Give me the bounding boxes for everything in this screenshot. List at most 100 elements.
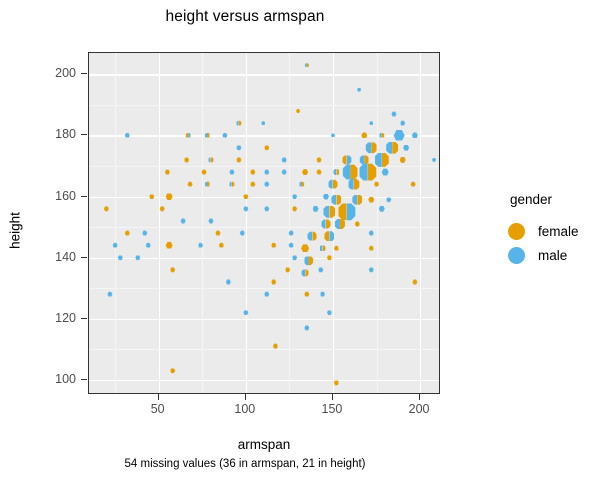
data-point	[386, 197, 392, 203]
data-point-female	[271, 279, 277, 285]
data-point	[312, 205, 319, 212]
data-point	[432, 157, 437, 162]
y-axis-tick-label: 200	[55, 66, 76, 81]
data-point	[222, 132, 228, 138]
data-point-segment	[367, 163, 377, 181]
data-point	[342, 164, 358, 180]
data-point-female	[271, 242, 277, 248]
data-point-female	[412, 279, 418, 285]
data-point-female	[285, 267, 291, 273]
data-point-male	[330, 133, 335, 138]
data-point-segment	[379, 132, 382, 138]
data-point	[112, 242, 118, 248]
data-point-male	[400, 120, 406, 126]
data-point	[124, 132, 130, 138]
data-point	[331, 194, 342, 205]
data-point	[304, 256, 314, 266]
data-point-male	[236, 145, 242, 151]
data-point	[149, 194, 155, 200]
data-point	[299, 181, 305, 187]
data-point	[264, 145, 270, 151]
data-point-male	[320, 291, 325, 297]
gridline-minor-vertical	[289, 53, 291, 393]
data-point-male	[229, 169, 235, 175]
data-point-female	[316, 157, 322, 163]
data-point-female	[399, 156, 406, 163]
data-point-male	[288, 230, 294, 236]
data-point-segment	[304, 256, 309, 266]
y-axis-tick-label: 180	[55, 127, 76, 142]
data-point-female	[236, 157, 242, 163]
data-point-female	[410, 181, 416, 187]
data-point-female	[272, 343, 278, 349]
x-axis-tick	[244, 394, 246, 400]
data-point	[204, 132, 210, 138]
data-point-segment	[359, 163, 368, 181]
data-point-male	[326, 310, 332, 316]
data-point-female	[333, 245, 339, 251]
data-point-segment	[350, 164, 358, 180]
data-point	[272, 343, 278, 349]
data-point-segment	[210, 157, 214, 163]
legend-item[interactable]: female	[508, 219, 579, 243]
data-point	[318, 267, 324, 273]
data-point	[302, 169, 309, 176]
data-point-male	[378, 205, 385, 212]
data-point	[271, 242, 277, 248]
data-point	[215, 230, 221, 236]
data-point	[292, 194, 298, 200]
data-point	[184, 157, 190, 163]
x-axis-tick-label: 200	[408, 402, 430, 416]
data-point	[165, 241, 173, 249]
data-point	[403, 144, 410, 151]
x-axis-tick-label: 100	[234, 402, 256, 416]
data-point-segment	[231, 181, 235, 187]
data-point-segment	[319, 245, 323, 252]
data-point	[391, 111, 397, 117]
data-point	[348, 178, 360, 190]
data-point-segment	[336, 194, 342, 205]
data-point	[319, 245, 326, 252]
data-point	[301, 269, 309, 277]
data-point	[411, 132, 418, 139]
data-point-segment	[308, 256, 314, 266]
data-point-segment	[346, 203, 356, 221]
chart-title: height versus armspan	[165, 8, 325, 25]
data-point	[328, 179, 338, 189]
data-point-male	[391, 111, 397, 117]
legend-item[interactable]: male	[508, 243, 579, 267]
gridline-major-horizontal	[89, 135, 439, 137]
data-point-female	[292, 206, 298, 212]
data-point-male	[264, 169, 270, 175]
data-point	[368, 245, 374, 251]
data-point	[218, 242, 224, 248]
data-point	[338, 203, 356, 221]
data-point	[361, 132, 368, 139]
data-point-female	[201, 169, 207, 175]
legend-key-swatch	[508, 246, 525, 264]
data-point-segment	[304, 63, 307, 68]
data-point-female	[304, 291, 310, 297]
data-point-segment	[339, 219, 345, 229]
data-point	[250, 169, 256, 175]
y-axis-tick-label: 160	[55, 188, 76, 203]
data-point-male	[403, 144, 410, 151]
data-point-male	[264, 181, 270, 187]
data-point	[261, 121, 266, 126]
data-point-segment	[331, 194, 337, 205]
x-axis-tick-label: 50	[150, 402, 165, 416]
data-point	[236, 145, 242, 151]
data-point-male	[208, 218, 214, 224]
data-point	[307, 231, 317, 241]
data-point	[357, 87, 362, 92]
data-point-segment	[299, 181, 302, 187]
data-point-female	[250, 169, 256, 175]
data-point-female	[368, 196, 375, 203]
data-point	[320, 291, 325, 297]
y-axis-tick-label: 140	[55, 249, 76, 264]
data-point	[103, 206, 109, 212]
data-point	[393, 129, 405, 141]
data-point-segment	[324, 231, 330, 242]
data-point	[379, 132, 385, 138]
data-point-segment	[365, 142, 372, 154]
